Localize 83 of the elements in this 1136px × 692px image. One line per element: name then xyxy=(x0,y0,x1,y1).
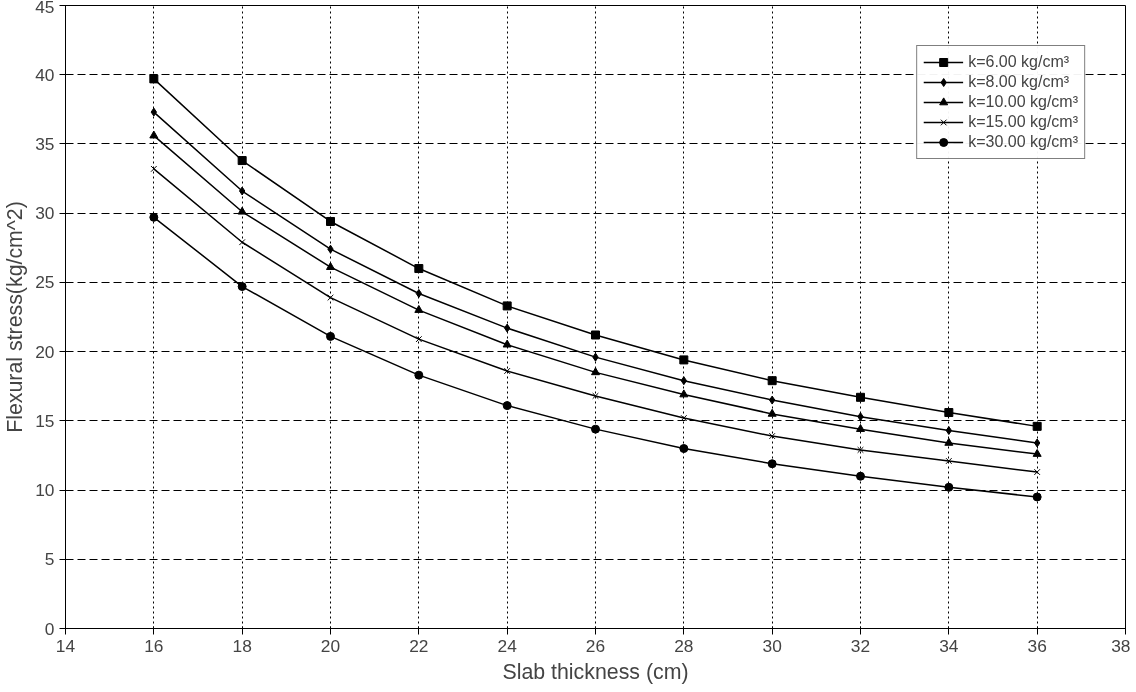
point xyxy=(679,355,689,365)
point xyxy=(239,186,246,196)
x-tick-label: 16 xyxy=(144,635,164,656)
y-tick-label: 45 xyxy=(35,0,55,17)
y-tick-label: 10 xyxy=(35,480,55,501)
point xyxy=(149,130,159,139)
point xyxy=(944,437,954,446)
point xyxy=(326,262,335,270)
point xyxy=(1032,492,1042,502)
legend-label: k=30.00 kg/cm³ xyxy=(968,133,1078,151)
point xyxy=(591,424,600,434)
point xyxy=(150,165,158,173)
legend-label: k=8.00 kg/cm³ xyxy=(968,73,1070,91)
x-tick-label: 36 xyxy=(1027,635,1047,656)
point xyxy=(856,392,865,402)
point xyxy=(502,401,512,411)
x-tick-label: 22 xyxy=(409,635,429,656)
point xyxy=(326,216,335,226)
point xyxy=(327,244,334,254)
y-tick-label: 5 xyxy=(44,549,55,570)
x-tick-label: 30 xyxy=(762,635,782,656)
point xyxy=(591,367,600,376)
point xyxy=(1032,421,1042,431)
point xyxy=(1032,448,1042,457)
point xyxy=(414,264,424,274)
point xyxy=(591,330,600,340)
point xyxy=(767,408,777,417)
point xyxy=(769,395,776,405)
point xyxy=(945,426,952,436)
legend-label: k=10.00 kg/cm³ xyxy=(968,93,1078,111)
point xyxy=(680,414,688,422)
x-tick-label: 32 xyxy=(850,635,871,656)
point xyxy=(237,206,247,215)
x-tick-label: 38 xyxy=(1111,635,1131,656)
point xyxy=(238,238,246,246)
point xyxy=(592,352,599,362)
point xyxy=(944,408,954,418)
point xyxy=(1034,438,1041,448)
point xyxy=(1033,468,1041,476)
point xyxy=(415,335,423,343)
point xyxy=(237,156,247,166)
point xyxy=(327,294,334,301)
point xyxy=(592,392,599,400)
y-tick-label: 15 xyxy=(35,410,55,431)
y-tick-label: 20 xyxy=(35,341,55,362)
y-axis-title: Flexural stress(kg/cm^2) xyxy=(3,201,28,433)
x-tick-label: 34 xyxy=(939,635,959,656)
y-tick-label: 30 xyxy=(35,203,55,224)
x-tick-label: 24 xyxy=(497,635,518,656)
point xyxy=(502,301,512,311)
point xyxy=(856,424,865,432)
x-tick-label: 20 xyxy=(320,635,341,656)
point xyxy=(149,74,159,84)
y-tick-label: 35 xyxy=(35,133,55,154)
point xyxy=(503,367,511,375)
point xyxy=(504,323,511,333)
y-tick-label: 25 xyxy=(35,272,55,293)
x-axis-title: Slab thickness (cm) xyxy=(502,659,689,684)
point xyxy=(767,376,777,386)
y-tick-label: 0 xyxy=(44,618,55,639)
point xyxy=(679,389,689,398)
point xyxy=(502,339,512,348)
point xyxy=(414,370,424,380)
point xyxy=(326,331,335,341)
point xyxy=(415,288,422,298)
point xyxy=(767,459,777,469)
point xyxy=(237,282,247,292)
point xyxy=(150,107,157,117)
point xyxy=(679,444,689,454)
point xyxy=(857,446,864,454)
x-tick-label: 18 xyxy=(232,635,252,656)
point xyxy=(768,432,776,440)
y-tick-label: 40 xyxy=(35,64,55,85)
point xyxy=(680,376,687,386)
legend-label: k=15.00 kg/cm³ xyxy=(968,113,1078,131)
point xyxy=(856,471,865,481)
point xyxy=(945,457,953,465)
point xyxy=(414,304,424,313)
x-tick-label: 26 xyxy=(585,635,606,656)
x-tick-label: 28 xyxy=(674,635,694,656)
x-tick-label: 14 xyxy=(55,635,76,656)
point xyxy=(944,482,954,492)
legend-label: k=6.00 kg/cm³ xyxy=(968,53,1070,71)
